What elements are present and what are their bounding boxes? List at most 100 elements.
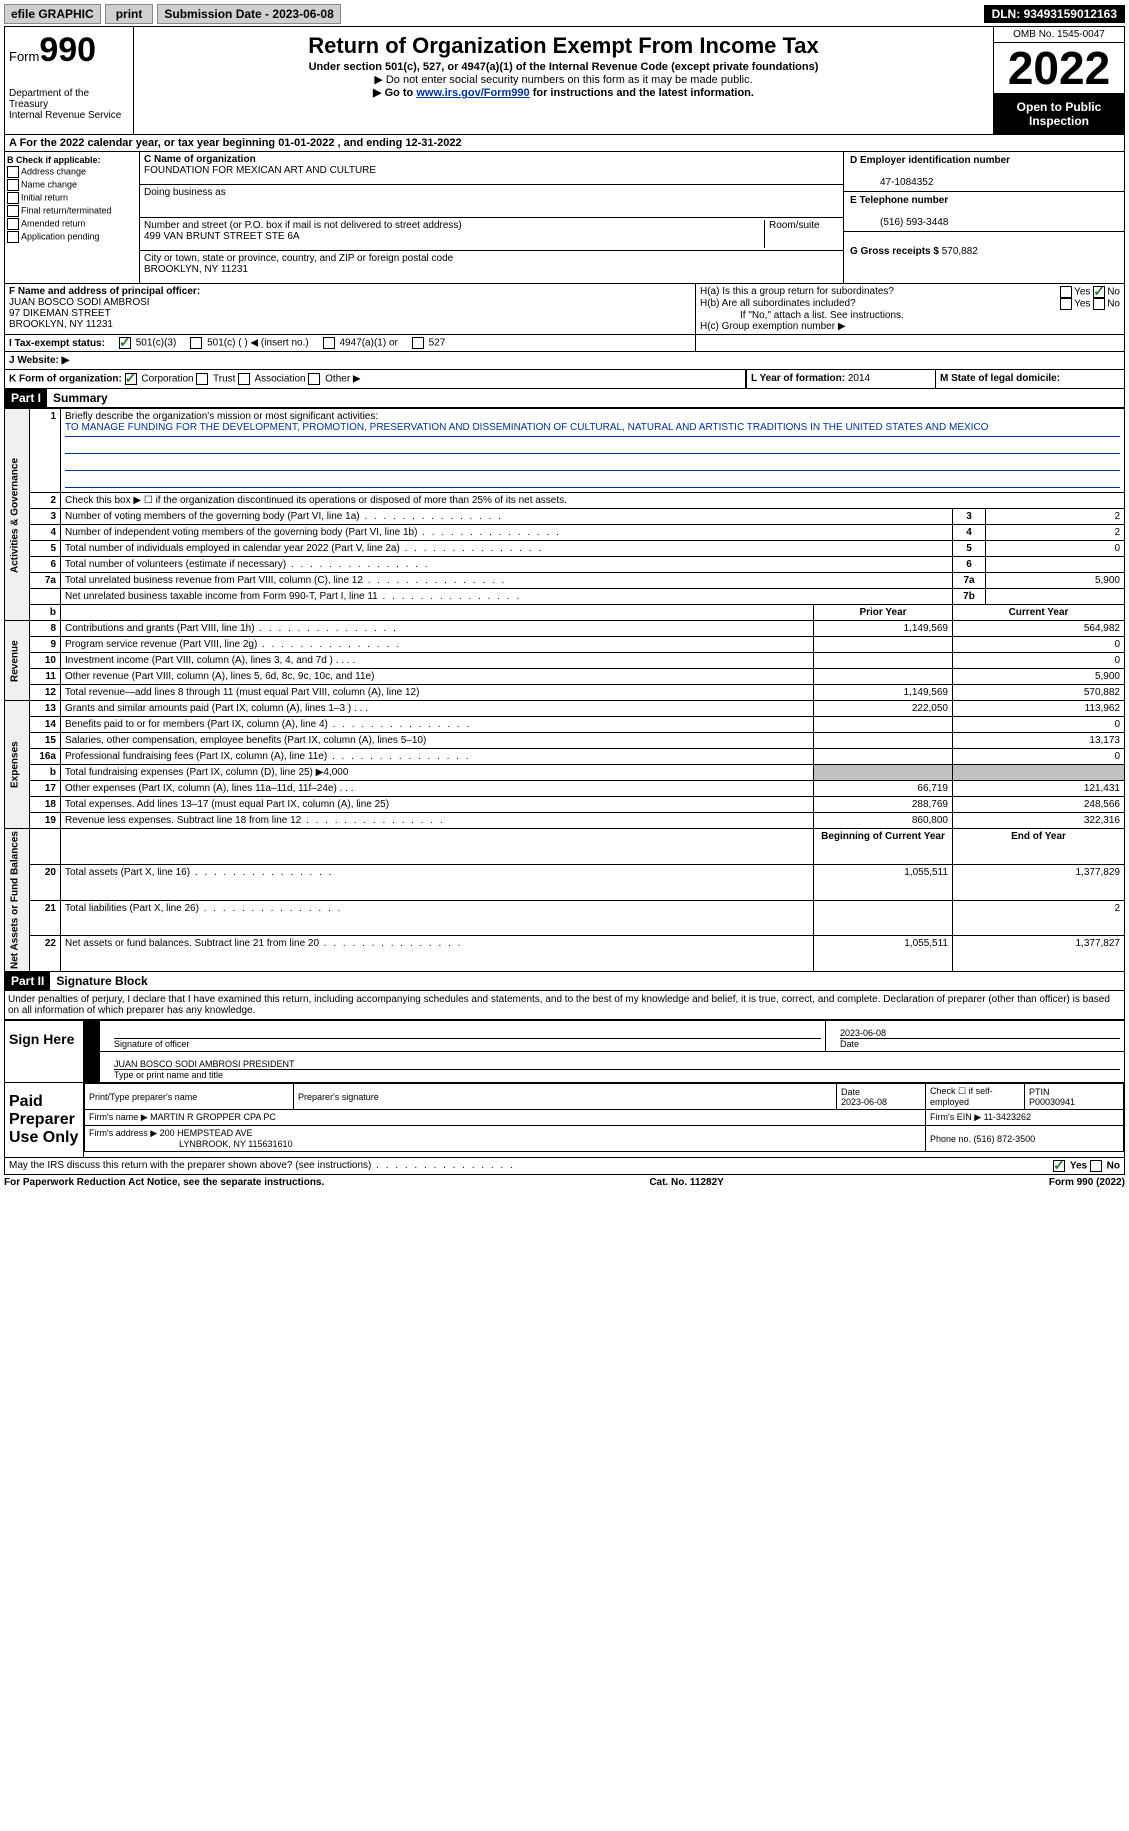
c16a: 0: [953, 749, 1125, 765]
tel-label: E Telephone number: [850, 195, 948, 206]
subdate-value: 2023-06-08: [272, 7, 333, 21]
row-fh: F Name and address of principal officer:…: [4, 284, 1125, 335]
form-sub1: Under section 501(c), 527, or 4947(a)(1)…: [138, 61, 989, 73]
street-label: Number and street (or P.O. box if mail i…: [144, 220, 462, 231]
c14: 0: [953, 717, 1125, 733]
form-num: 990: [39, 31, 96, 69]
line-9: Program service revenue (Part VIII, line…: [65, 639, 401, 650]
begin-header: Beginning of Current Year: [821, 831, 945, 842]
b21: [814, 900, 953, 936]
501c3-checkbox[interactable]: [119, 337, 131, 349]
527-label: 527: [429, 338, 446, 349]
tel-value: (516) 593-3448: [850, 217, 948, 228]
ptin-value: P00030941: [1029, 1097, 1075, 1107]
val-7b: [986, 589, 1125, 605]
tax-status-label: I Tax-exempt status:: [9, 338, 105, 349]
discuss-text: May the IRS discuss this return with the…: [9, 1160, 515, 1171]
assoc-checkbox[interactable]: [238, 373, 250, 385]
irs-link[interactable]: www.irs.gov/Form990: [416, 87, 529, 99]
prep-sig: Preparer's signature: [294, 1084, 837, 1110]
sig-arrow-icon-2: [84, 1052, 100, 1082]
pra-notice: For Paperwork Reduction Act Notice, see …: [4, 1177, 324, 1188]
vert-netassets: Net Assets or Fund Balances: [5, 829, 30, 972]
box-h: H(a) Is this a group return for subordin…: [695, 284, 1124, 334]
amended-return-checkbox[interactable]: [7, 218, 19, 230]
hb-note: If "No," attach a list. See instructions…: [700, 310, 1120, 321]
submission-date: Submission Date - 2023-06-08: [157, 4, 340, 24]
row-klm: K Form of organization: Corporation Trus…: [4, 370, 1125, 389]
name-change-checkbox[interactable]: [7, 179, 19, 191]
ha-no-checkbox[interactable]: [1093, 286, 1105, 298]
p13: 222,050: [814, 701, 953, 717]
527-checkbox[interactable]: [412, 337, 424, 349]
prep-date: 2023-06-08: [841, 1097, 887, 1107]
part2-header: Part II: [5, 972, 50, 990]
initial-return-label: Initial return: [21, 192, 68, 202]
vert-expenses: Expenses: [5, 701, 30, 829]
current-year-header: Current Year: [1009, 607, 1069, 618]
app-pending-checkbox[interactable]: [7, 231, 19, 243]
p12: 1,149,569: [814, 685, 953, 701]
501c3-label: 501(c)(3): [136, 338, 177, 349]
discuss-no-checkbox[interactable]: [1090, 1160, 1102, 1172]
trust-checkbox[interactable]: [196, 373, 208, 385]
form-prefix: Form: [9, 49, 39, 64]
hb-yes: Yes: [1074, 299, 1090, 310]
p14: [814, 717, 953, 733]
form-left: Form990 Department of the Treasury Inter…: [5, 27, 134, 134]
print-button[interactable]: print: [105, 4, 154, 24]
final-return-checkbox[interactable]: [7, 205, 19, 217]
summary-table: Activities & Governance 1 Briefly descri…: [4, 408, 1125, 972]
box-f: F Name and address of principal officer:…: [5, 284, 695, 334]
501c-checkbox[interactable]: [190, 337, 202, 349]
firm-ein: 11-3423262: [984, 1112, 1031, 1122]
p9: [814, 637, 953, 653]
addr-change-checkbox[interactable]: [7, 166, 19, 178]
ha-label: H(a) Is this a group return for subordin…: [700, 286, 894, 298]
line-12: Total revenue—add lines 8 through 11 (mu…: [61, 685, 814, 701]
prep-check: Check ☐ if self-employed: [926, 1084, 1025, 1110]
gross-amt: 570,882: [942, 246, 978, 257]
tax-year: 2022: [994, 43, 1124, 94]
p15: [814, 733, 953, 749]
initial-return-checkbox[interactable]: [7, 192, 19, 204]
entity-grid: B Check if applicable: Address change Na…: [4, 152, 1125, 284]
line-18: Total expenses. Add lines 13–17 (must eq…: [61, 797, 814, 813]
ha-yes: Yes: [1074, 287, 1090, 298]
box-b: B Check if applicable: Address change Na…: [5, 152, 140, 283]
line-17: Other expenses (Part IX, column (A), lin…: [65, 783, 337, 794]
4947-checkbox[interactable]: [323, 337, 335, 349]
e21: 2: [953, 900, 1125, 936]
omb-number: OMB No. 1545-0047: [994, 27, 1124, 43]
box-c: C Name of organization FOUNDATION FOR ME…: [140, 152, 843, 283]
city-label: City or town, state or province, country…: [144, 253, 453, 264]
form-sub2: ▶ Do not enter social security numbers o…: [138, 73, 989, 86]
prep-date-label: Date: [841, 1087, 860, 1097]
c18: 248,566: [953, 797, 1125, 813]
form-footer: Form 990 (2022): [1049, 1177, 1125, 1188]
prep-print-name: Print/Type preparer's name: [85, 1084, 294, 1110]
box-deg: D Employer identification number 47-1084…: [843, 152, 1124, 283]
sign-here-label: Sign Here: [5, 1021, 84, 1082]
line-8: Contributions and grants (Part VIII, lin…: [65, 623, 398, 634]
app-pending-label: Application pending: [21, 231, 100, 241]
sig-date-label: Date: [840, 1038, 1120, 1049]
line-15: Salaries, other compensation, employee b…: [61, 733, 814, 749]
dln: DLN: 93493159012163: [984, 5, 1125, 23]
preparer-label: Paid Preparer Use Only: [5, 1083, 84, 1157]
other-checkbox[interactable]: [308, 373, 320, 385]
line-a: A For the 2022 calendar year, or tax yea…: [4, 135, 1125, 152]
c9: 0: [953, 637, 1125, 653]
hb-yes-checkbox[interactable]: [1060, 298, 1072, 310]
ha-yes-checkbox[interactable]: [1060, 286, 1072, 298]
org-name-label: C Name of organization: [144, 154, 256, 165]
val-6: [986, 557, 1125, 573]
ptin-label: PTIN: [1029, 1087, 1050, 1097]
discuss-yes-checkbox[interactable]: [1053, 1160, 1065, 1172]
corp-checkbox[interactable]: [125, 373, 137, 385]
b22: 1,055,511: [814, 936, 953, 972]
street-addr: 499 VAN BRUNT STREET STE 6A: [144, 231, 300, 242]
sig-officer-label: Signature of officer: [114, 1038, 821, 1049]
dln-label: DLN:: [992, 7, 1024, 21]
line-13: Grants and similar amounts paid (Part IX…: [65, 703, 351, 714]
